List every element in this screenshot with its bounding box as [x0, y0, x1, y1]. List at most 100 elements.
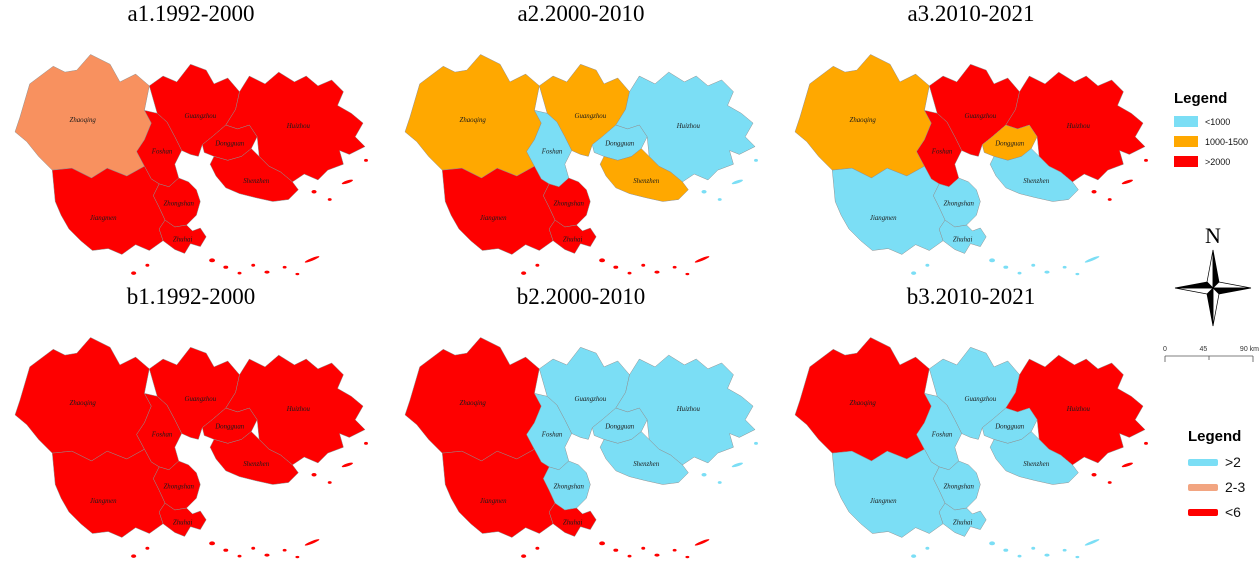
island	[754, 441, 758, 445]
city-label-shenzhen: Shenzhen	[633, 178, 659, 185]
island	[1091, 189, 1097, 194]
legend-top-title: Legend	[1174, 90, 1228, 107]
island	[1062, 265, 1067, 269]
region-zhuhai	[158, 219, 207, 254]
island	[685, 555, 690, 559]
island	[327, 198, 332, 201]
region-zhuhai	[938, 502, 987, 537]
island	[627, 554, 632, 558]
island	[1084, 256, 1100, 263]
island	[701, 472, 707, 477]
island	[694, 539, 710, 546]
island	[1075, 272, 1080, 276]
city-label-zhaoqing: Zhaoqing	[70, 400, 97, 407]
legend-item: >2000	[1174, 156, 1258, 167]
compass-rose-icon	[1174, 249, 1252, 327]
island	[911, 554, 917, 558]
island	[731, 462, 743, 468]
legend-label: 1000-1500	[1205, 136, 1249, 147]
region-shenzhen	[209, 148, 299, 202]
region-shenzhen	[989, 148, 1079, 202]
city-label-zhuhai: Zhuhai	[953, 237, 973, 244]
region-shenzhen	[599, 431, 689, 485]
map-panel-a3: a3.2010-2021 Zhaoqing Guangzhou Foshan Huiz…	[782, 0, 1160, 277]
city-label-jiangmen: Jiangmen	[90, 215, 117, 222]
island	[1107, 198, 1112, 201]
island	[131, 271, 137, 275]
choropleth-map-b1: Zhaoqing Guangzhou Foshan Huizhou Dongguan Sh…	[14, 337, 368, 559]
city-label-huizhou: Huizhou	[1066, 123, 1091, 130]
island	[1121, 462, 1133, 468]
region-jiangmen	[52, 165, 166, 255]
island	[145, 263, 150, 267]
city-label-dongguan: Dongguan	[994, 424, 1025, 431]
island	[717, 481, 722, 484]
island	[989, 541, 996, 546]
panel-title-a3: a3.2010-2021	[907, 1, 1035, 26]
region-zhuhai	[548, 502, 597, 537]
island	[264, 270, 270, 274]
city-label-zhongshan: Zhongshan	[553, 483, 584, 490]
city-label-zhuhai: Zhuhai	[173, 237, 193, 244]
city-label-zhongshan: Zhongshan	[943, 200, 974, 207]
city-label-zhuhai: Zhuhai	[563, 237, 583, 244]
island	[209, 541, 216, 546]
scale-tick-label: 0	[1163, 346, 1167, 353]
island	[251, 546, 256, 550]
island	[311, 189, 317, 194]
panel-title-a1: a1.1992-2000	[127, 1, 255, 26]
panel-title-b1: b1.1992-2000	[126, 284, 256, 309]
island	[1144, 158, 1148, 162]
city-label-huizhou: Huizhou	[286, 406, 311, 413]
region-dongguan	[982, 407, 1038, 444]
legend-label: 2-3	[1225, 479, 1246, 495]
legend-swatch-salmon	[1188, 483, 1218, 491]
island	[717, 198, 722, 201]
city-label-zhuhai: Zhuhai	[173, 520, 193, 527]
island	[1084, 539, 1100, 546]
region-dongguan	[592, 124, 648, 161]
island	[1031, 263, 1036, 267]
city-label-jiangmen: Jiangmen	[870, 498, 897, 505]
island	[251, 263, 256, 267]
city-label-dongguan: Dongguan	[214, 424, 245, 431]
city-label-guangzhou: Guangzhou	[184, 113, 216, 120]
north-arrow: N	[1173, 224, 1253, 333]
region-dongguan	[982, 124, 1038, 161]
city-label-shenzhen: Shenzhen	[1023, 178, 1049, 185]
island	[223, 548, 229, 552]
island	[627, 271, 632, 275]
city-label-zhaoqing: Zhaoqing	[460, 400, 487, 407]
island	[295, 272, 300, 276]
island	[131, 554, 137, 558]
city-label-guangzhou: Guangzhou	[964, 396, 996, 403]
legend-item: <6	[1188, 504, 1258, 520]
choropleth-map-a3: Zhaoqing Guangzhou Foshan Huizhou Dongguan Sh…	[794, 54, 1148, 276]
island	[672, 265, 677, 269]
island	[311, 472, 317, 477]
island	[282, 265, 287, 269]
scale-tick-label: 90 km	[1239, 346, 1259, 353]
island	[911, 271, 917, 275]
island	[304, 539, 320, 546]
choropleth-map-b3: Zhaoqing Guangzhou Foshan Huizhou Dongguan Sh…	[794, 337, 1148, 559]
city-label-shenzhen: Shenzhen	[243, 178, 269, 185]
choropleth-map-a1: Zhaoqing Guangzhou Foshan Huizhou Dongguan Sh…	[14, 54, 368, 276]
island	[1075, 555, 1080, 559]
city-label-zhongshan: Zhongshan	[163, 483, 194, 490]
city-label-dongguan: Dongguan	[604, 424, 635, 431]
panel-title-b2: b2.2000-2010	[516, 284, 646, 309]
island	[1017, 554, 1022, 558]
region-shenzhen	[599, 148, 689, 202]
island	[641, 546, 646, 550]
island	[989, 258, 996, 263]
city-label-huizhou: Huizhou	[676, 406, 701, 413]
choropleth-map-a2: Zhaoqing Guangzhou Foshan Huizhou Dongguan Sh…	[404, 54, 758, 276]
city-label-guangzhou: Guangzhou	[184, 396, 216, 403]
legend-swatch-cyan	[1188, 458, 1218, 466]
island	[341, 462, 353, 468]
island	[535, 263, 540, 267]
legend-item: 1000-1500	[1174, 136, 1258, 147]
city-label-huizhou: Huizhou	[286, 123, 311, 130]
island	[1091, 472, 1097, 477]
